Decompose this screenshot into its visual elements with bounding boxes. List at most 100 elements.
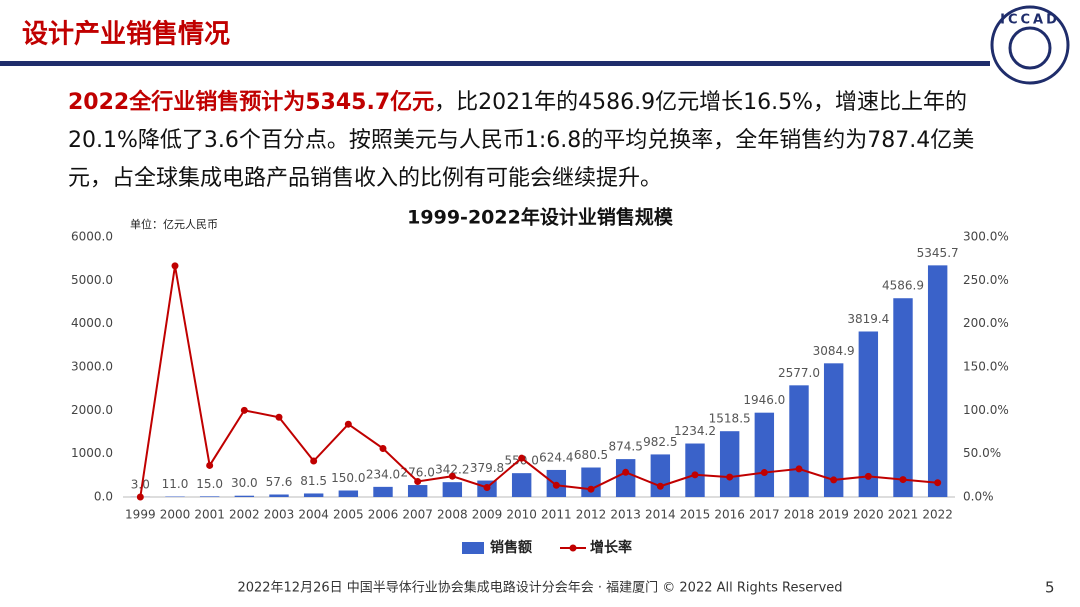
growth-point (795, 465, 803, 473)
bar (442, 482, 463, 497)
highlight: 2022全行业销售预计为5345.7亿元 (68, 90, 435, 115)
x-tick-label: 2009 (472, 508, 503, 522)
header-bar (0, 61, 990, 66)
x-tick-label: 2015 (680, 508, 711, 522)
y2-tick-label: 0.0% (963, 490, 994, 504)
y-tick-label: 2000.0 (71, 403, 113, 417)
bar (927, 265, 948, 497)
data-label: 57.6 (266, 475, 293, 489)
growth-point (275, 413, 283, 421)
bar (615, 459, 636, 497)
data-label: 150.0 (331, 471, 365, 485)
bar (338, 490, 359, 497)
growth-point (136, 493, 144, 501)
bar (754, 412, 775, 497)
legend-marker (569, 544, 577, 552)
y2-tick-label: 50.0% (963, 446, 1001, 460)
y2-tick-label: 200.0% (963, 316, 1009, 330)
data-label: 3.0 (131, 477, 150, 491)
growth-point (726, 473, 734, 481)
y2-tick-label: 150.0% (963, 360, 1009, 374)
data-label: 1234.2 (674, 424, 716, 438)
bar (719, 431, 740, 497)
growth-line (139, 265, 938, 498)
x-tick-label: 2008 (437, 508, 468, 522)
data-label: 81.5 (300, 474, 327, 488)
x-tick-label: 2011 (541, 508, 572, 522)
x-tick-label: 2007 (402, 508, 433, 522)
growth-point (934, 479, 942, 487)
legend-swatch (462, 542, 484, 554)
growth-point (483, 483, 491, 491)
paragraph-text: ，比2021年的4586.9亿元增长16.5%，增速比上年的20.1%降低了3.… (68, 90, 975, 191)
data-label: 30.0 (231, 476, 258, 490)
growth-point (206, 461, 214, 469)
growth-point (414, 477, 422, 485)
bar (789, 385, 809, 497)
growth-point (587, 485, 595, 493)
page-number: 5 (1045, 579, 1055, 597)
x-tick-label: 2021 (888, 508, 919, 522)
x-tick-label: 2017 (749, 508, 780, 522)
y2-tick-label: 300.0% (963, 230, 1009, 244)
growth-point (518, 454, 526, 462)
paragraph: 2022全行业销售预计为5345.7亿元，比2021年的4586.9亿元增长16… (68, 84, 1018, 198)
growth-point (448, 472, 456, 480)
growth-point (379, 444, 387, 452)
bar (893, 298, 913, 497)
bar (511, 473, 532, 497)
x-tick-label: 2002 (229, 508, 260, 522)
x-tick-label: 1999 (125, 508, 156, 522)
x-tick-label: 2012 (576, 508, 607, 522)
x-tick-label: 2004 (298, 508, 329, 522)
growth-point (552, 481, 560, 489)
data-label: 4586.9 (882, 279, 924, 293)
x-tick-label: 2019 (818, 508, 849, 522)
bar (373, 486, 393, 497)
legend-label: 增长率 (590, 539, 632, 556)
logo-ring (990, 5, 1070, 85)
x-tick-label: 2016 (714, 508, 745, 522)
bar (685, 443, 705, 497)
data-label: 982.5 (643, 435, 677, 449)
bar (650, 454, 671, 497)
x-tick-label: 2006 (368, 508, 399, 522)
data-label: 624.4 (539, 450, 573, 464)
data-label: 15.0 (196, 477, 223, 491)
x-tick-label: 2005 (333, 508, 364, 522)
data-label: 1946.0 (743, 393, 785, 407)
data-label: 276.0 (400, 466, 434, 480)
unit-label: 单位：亿元人民币 (130, 217, 218, 231)
data-label: 11.0 (162, 477, 189, 491)
data-label: 3084.9 (813, 344, 855, 358)
growth-point (830, 476, 838, 484)
footer: 2022年12月26日 中国半导体行业协会集成电路设计分会年会 · 福建厦门 ©… (237, 580, 842, 596)
logo-core (1008, 26, 1052, 70)
x-tick-label: 2001 (194, 508, 225, 522)
data-label: 680.5 (574, 448, 608, 462)
x-tick-label: 2003 (264, 508, 295, 522)
growth-point (622, 468, 630, 476)
data-label: 3819.4 (847, 312, 889, 326)
y-tick-label: 3000.0 (71, 360, 113, 374)
growth-point (864, 472, 872, 480)
bar (269, 494, 289, 497)
bar (234, 495, 255, 497)
y-tick-label: 0.0 (94, 490, 113, 504)
data-label: 5345.7 (917, 246, 959, 260)
x-tick-label: 2020 (853, 508, 884, 522)
bar (823, 363, 844, 497)
x-tick-label: 2014 (645, 508, 676, 522)
y-tick-label: 5000.0 (71, 273, 113, 287)
data-label: 1518.5 (709, 412, 751, 426)
slide-title: 设计产业销售情况 (22, 19, 230, 50)
growth-point (310, 457, 318, 465)
growth-point (899, 476, 907, 484)
y-tick-label: 6000.0 (71, 230, 113, 244)
x-tick-label: 2018 (784, 508, 815, 522)
bar (199, 496, 220, 497)
growth-point (344, 420, 352, 428)
y-tick-label: 1000.0 (71, 446, 113, 460)
